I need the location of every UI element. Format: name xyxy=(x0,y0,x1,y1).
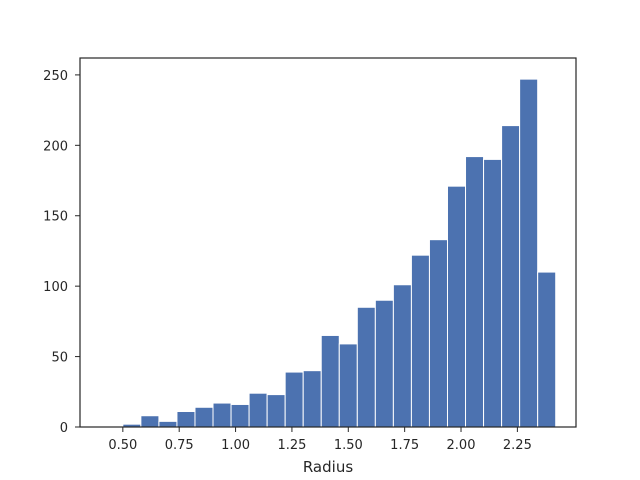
histogram-bar xyxy=(483,158,503,428)
x-axis-ticks: 0.50 0.75 1.00 1.25 1.50 1.75 2.00 2.25 xyxy=(108,427,532,453)
histogram-bar xyxy=(374,299,394,428)
x-tick-label: 1.75 xyxy=(390,438,419,453)
histogram-bars xyxy=(122,78,557,428)
y-tick-label: 50 xyxy=(51,351,68,366)
histogram-bar xyxy=(338,343,358,428)
histogram-bar xyxy=(392,284,412,428)
y-tick-label: 150 xyxy=(43,210,68,225)
histogram-bar xyxy=(176,411,196,428)
y-tick-label: 250 xyxy=(43,69,68,84)
histogram-bar xyxy=(356,306,376,428)
y-axis-ticks: 0 50 100 150 200 250 xyxy=(43,69,80,436)
histogram-bar xyxy=(537,271,557,428)
histogram-bar xyxy=(194,406,214,428)
histogram-bar xyxy=(248,392,268,428)
x-tick-label: 1.50 xyxy=(334,438,363,453)
histogram-bar xyxy=(519,78,539,428)
x-tick-label: 0.50 xyxy=(108,438,137,453)
histogram-bar xyxy=(140,415,160,428)
histogram-bar xyxy=(212,402,232,428)
x-tick-label: 1.00 xyxy=(221,438,250,453)
histogram-bar xyxy=(428,239,448,428)
histogram-bar xyxy=(465,156,485,428)
y-tick-label: 100 xyxy=(43,280,68,295)
y-tick-label: 200 xyxy=(43,139,68,154)
x-axis-label: Radius xyxy=(303,458,353,476)
histogram-bar xyxy=(266,394,286,428)
x-tick-label: 2.25 xyxy=(503,438,532,453)
x-tick-label: 0.75 xyxy=(165,438,194,453)
plot-frame xyxy=(79,57,577,428)
histogram-bar xyxy=(501,125,521,428)
histogram-bar xyxy=(446,185,467,428)
y-tick-label: 0 xyxy=(60,421,68,436)
histogram-bar xyxy=(302,370,322,428)
histogram-bar xyxy=(230,403,250,428)
histogram-bar xyxy=(158,420,178,428)
histogram-bar xyxy=(320,334,340,428)
histogram-bar xyxy=(284,371,304,428)
x-tick-label: 1.25 xyxy=(277,438,306,453)
histogram-bar xyxy=(410,254,430,428)
x-tick-label: 2.00 xyxy=(447,438,476,453)
